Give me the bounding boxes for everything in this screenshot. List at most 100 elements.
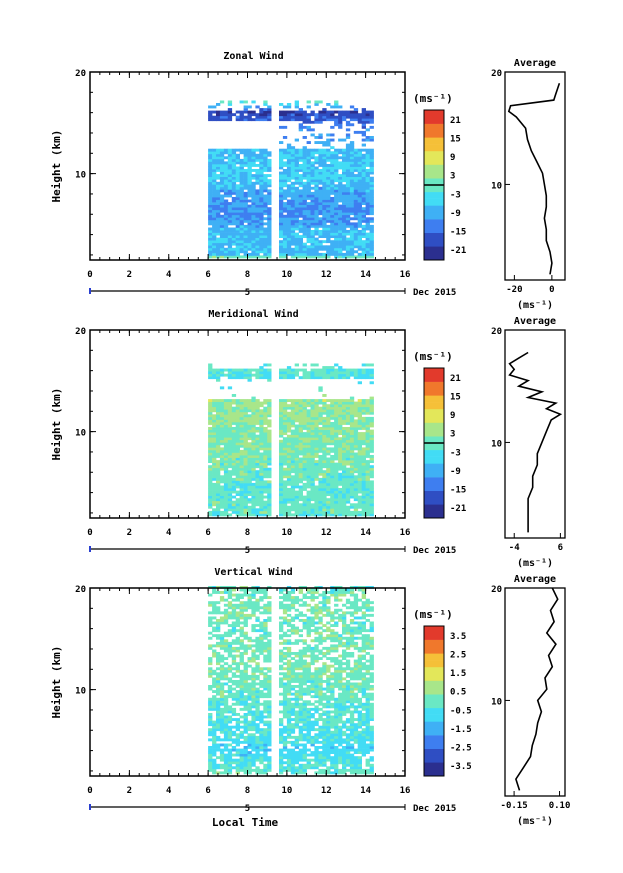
heatmap-cell bbox=[349, 404, 355, 408]
heatmap-cell bbox=[342, 148, 347, 152]
heatmap-cell bbox=[255, 368, 260, 372]
heatmap-cell bbox=[353, 235, 359, 238]
heatmap-cell bbox=[235, 444, 240, 448]
heatmap-cell bbox=[279, 462, 284, 466]
heatmap-cell bbox=[318, 409, 323, 413]
heatmap-cell bbox=[255, 710, 260, 714]
heatmap-cell bbox=[216, 199, 221, 203]
heatmap-cell bbox=[259, 743, 264, 747]
heatmap-cell bbox=[330, 743, 335, 747]
heatmap-cell bbox=[342, 470, 347, 474]
heatmap-cell bbox=[227, 158, 233, 162]
heatmap-cell bbox=[298, 735, 303, 739]
heatmap-cell bbox=[322, 510, 327, 514]
heatmap-cell bbox=[334, 467, 339, 471]
heatmap-cell bbox=[255, 373, 260, 377]
heatmap-cell bbox=[338, 490, 343, 494]
heatmap-cell bbox=[326, 432, 331, 435]
heatmap-cell bbox=[353, 733, 359, 737]
heatmap-cell bbox=[227, 472, 233, 476]
heatmap-cell bbox=[369, 237, 374, 241]
heatmap-cell bbox=[247, 189, 252, 193]
heatmap-cell bbox=[330, 429, 335, 433]
colorbar-segment bbox=[424, 191, 444, 199]
heatmap-cell bbox=[231, 373, 237, 377]
heatmap-cell bbox=[243, 184, 248, 188]
heatmap-cell bbox=[216, 503, 221, 507]
heatmap-cell bbox=[243, 176, 248, 180]
heatmap-cell bbox=[314, 214, 319, 218]
heatmap-cell bbox=[353, 480, 359, 484]
heatmap-cell bbox=[365, 485, 370, 489]
heatmap-cell bbox=[369, 457, 374, 461]
heatmap-cell bbox=[361, 419, 366, 423]
heatmap-cell bbox=[208, 235, 213, 238]
heatmap-cell bbox=[294, 500, 299, 504]
heatmap-cell bbox=[345, 462, 351, 466]
heatmap-cell bbox=[239, 184, 244, 188]
heatmap-cell bbox=[255, 197, 260, 200]
heatmap-cell bbox=[314, 171, 319, 175]
heatmap-cell bbox=[247, 720, 252, 724]
heatmap-cell bbox=[279, 197, 284, 200]
heatmap-cell bbox=[219, 702, 225, 706]
heatmap-cell bbox=[338, 194, 343, 198]
heatmap-cell bbox=[326, 735, 331, 739]
heatmap-cell bbox=[330, 179, 335, 183]
heatmap-cell bbox=[279, 427, 284, 430]
heatmap-cell bbox=[263, 738, 268, 742]
heatmap-cell bbox=[294, 161, 299, 165]
heatmap-cell bbox=[223, 707, 229, 711]
heatmap-cell bbox=[294, 427, 299, 430]
heatmap-cell bbox=[330, 705, 335, 709]
heatmap-cell bbox=[345, 416, 351, 420]
heatmap-cell bbox=[263, 103, 268, 106]
heatmap-cell bbox=[227, 232, 233, 236]
heatmap-cell bbox=[212, 217, 217, 221]
heatmap-cell bbox=[345, 202, 351, 205]
heatmap-cell bbox=[294, 766, 299, 770]
heatmap-cell bbox=[290, 217, 296, 221]
heatmap-cell bbox=[208, 401, 213, 405]
heatmap-cell bbox=[259, 475, 264, 479]
heatmap-cell bbox=[212, 197, 217, 200]
heatmap-cell bbox=[326, 490, 331, 494]
heatmap-cell bbox=[212, 472, 217, 476]
heatmap-cell bbox=[314, 485, 319, 489]
heatmap-cell bbox=[365, 715, 370, 719]
heatmap-cell bbox=[255, 422, 260, 425]
heatmap-cell bbox=[318, 194, 323, 198]
heatmap-cell bbox=[212, 237, 217, 241]
heatmap-cell bbox=[290, 449, 296, 453]
heatmap-cell bbox=[345, 493, 351, 496]
heatmap-cell bbox=[330, 373, 335, 377]
heatmap-cell bbox=[243, 110, 248, 114]
heatmap-cell bbox=[223, 725, 229, 729]
heatmap-cell bbox=[338, 452, 343, 456]
heatmap-cell bbox=[227, 371, 233, 375]
heatmap-cell bbox=[334, 174, 339, 177]
heatmap-cell bbox=[365, 136, 370, 139]
heatmap-cell bbox=[345, 444, 351, 448]
heatmap-cell bbox=[345, 371, 351, 375]
heatmap-cell bbox=[294, 725, 299, 729]
heatmap-cell bbox=[227, 401, 233, 405]
heatmap-cell bbox=[306, 429, 311, 433]
heatmap-cell bbox=[342, 748, 347, 752]
heatmap-cell bbox=[365, 495, 370, 499]
heatmap-cell bbox=[345, 143, 351, 147]
heatmap-cell bbox=[338, 406, 343, 410]
heatmap-cell bbox=[357, 442, 362, 446]
heatmap-cell bbox=[314, 424, 319, 428]
heatmap-cell bbox=[314, 181, 319, 185]
heatmap-cell bbox=[216, 197, 221, 200]
heatmap-cell bbox=[298, 411, 303, 415]
heatmap-cell bbox=[235, 462, 240, 466]
heatmap-cell bbox=[353, 118, 359, 122]
heatmap-cell bbox=[282, 495, 288, 499]
heatmap-cell bbox=[263, 399, 268, 402]
heatmap-cell bbox=[314, 113, 319, 117]
heatmap-cell bbox=[231, 204, 237, 208]
heatmap-cell bbox=[235, 161, 240, 165]
